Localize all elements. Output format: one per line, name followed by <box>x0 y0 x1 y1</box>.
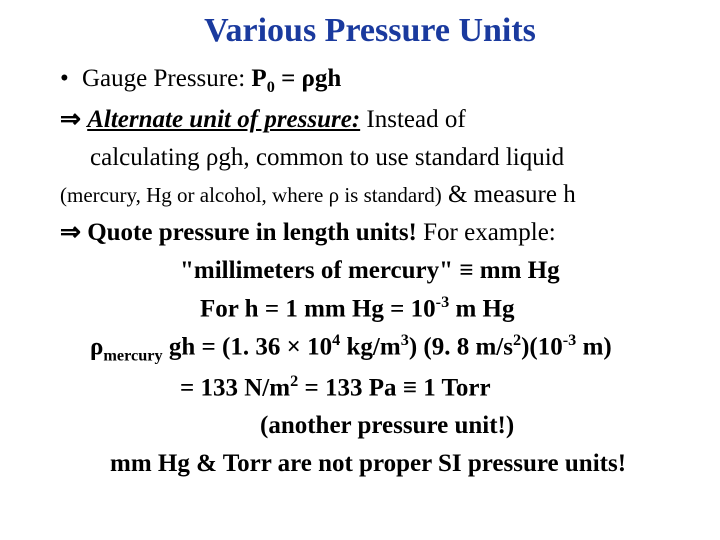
quote-line: ⇒ Quote pressure in length units! For ex… <box>60 216 680 250</box>
rho-e: )(10 <box>521 333 563 360</box>
eq-a: = 133 N/m <box>180 374 290 401</box>
rho-s4: -3 <box>563 331 577 349</box>
slide-container: Various Pressure Units Gauge Pressure: P… <box>0 0 720 505</box>
mmhg-line: "millimeters of mercury" ≡ mm Hg <box>60 254 680 288</box>
for-sup: -3 <box>436 293 450 311</box>
equals-133-line: = 133 N/m2 = 133 Pa ≡ 1 Torr <box>60 371 680 405</box>
rho-sym: ρ <box>90 333 103 360</box>
arrow-icon: ⇒ <box>60 106 87 133</box>
quote-rest: For example: <box>417 219 556 246</box>
alternate-unit-line: ⇒ Alternate unit of pressure: Instead of <box>60 103 680 137</box>
arrow-icon-2: ⇒ <box>60 219 87 246</box>
another-unit-line: (another pressure unit!) <box>60 409 680 443</box>
equiv-2: ≡ <box>403 374 417 401</box>
rho-s2: 3 <box>401 331 409 349</box>
for-h-line: For h = 1 mm Hg = 10-3 m Hg <box>60 292 680 326</box>
slide-title: Various Pressure Units <box>60 12 680 50</box>
bullet-gauge-pressure: Gauge Pressure: P0 = ρgh <box>60 62 680 99</box>
rho-s3: 2 <box>513 331 521 349</box>
p-symbol: P <box>251 65 266 92</box>
paren-small: (mercury, Hg or alcohol, where ρ is stan… <box>60 183 442 207</box>
eq-sup: 2 <box>290 372 298 390</box>
calc-line: calculating ρgh, common to use standard … <box>60 141 680 175</box>
mercury-paren-line: (mercury, Hg or alcohol, where ρ is stan… <box>60 178 680 212</box>
paren-rest: & measure h <box>442 181 576 208</box>
rho-f: m) <box>576 333 611 360</box>
mmhg-b: mm Hg <box>474 257 560 284</box>
rho-gh: = ρgh <box>275 65 342 92</box>
for-a: For h = 1 mm Hg = 10 <box>200 295 436 322</box>
eq-c: 1 Torr <box>417 374 491 401</box>
rho-d: ) (9. 8 m/s <box>409 333 513 360</box>
alt-rest: Instead of <box>360 106 466 133</box>
final-line: mm Hg & Torr are not proper SI pressure … <box>60 447 680 481</box>
rho-c: kg/m <box>340 333 400 360</box>
rho-mercury-line: ρmercury gh = (1. 36 × 104 kg/m3) (9. 8 … <box>60 330 680 367</box>
alt-unit-text: Alternate unit of pressure: <box>87 106 360 133</box>
gauge-text: Gauge Pressure: <box>82 65 251 92</box>
for-b: m Hg <box>449 295 514 322</box>
rho-b: gh = (1. 36 × 10 <box>163 333 332 360</box>
equiv-1: ≡ <box>459 257 473 284</box>
p-subscript: 0 <box>267 78 275 96</box>
rho-sub: mercury <box>103 346 162 364</box>
quote-bold: Quote pressure in length units! <box>87 219 417 246</box>
eq-b: = 133 Pa <box>298 374 403 401</box>
mmhg-a: "millimeters of mercury" <box>180 257 459 284</box>
